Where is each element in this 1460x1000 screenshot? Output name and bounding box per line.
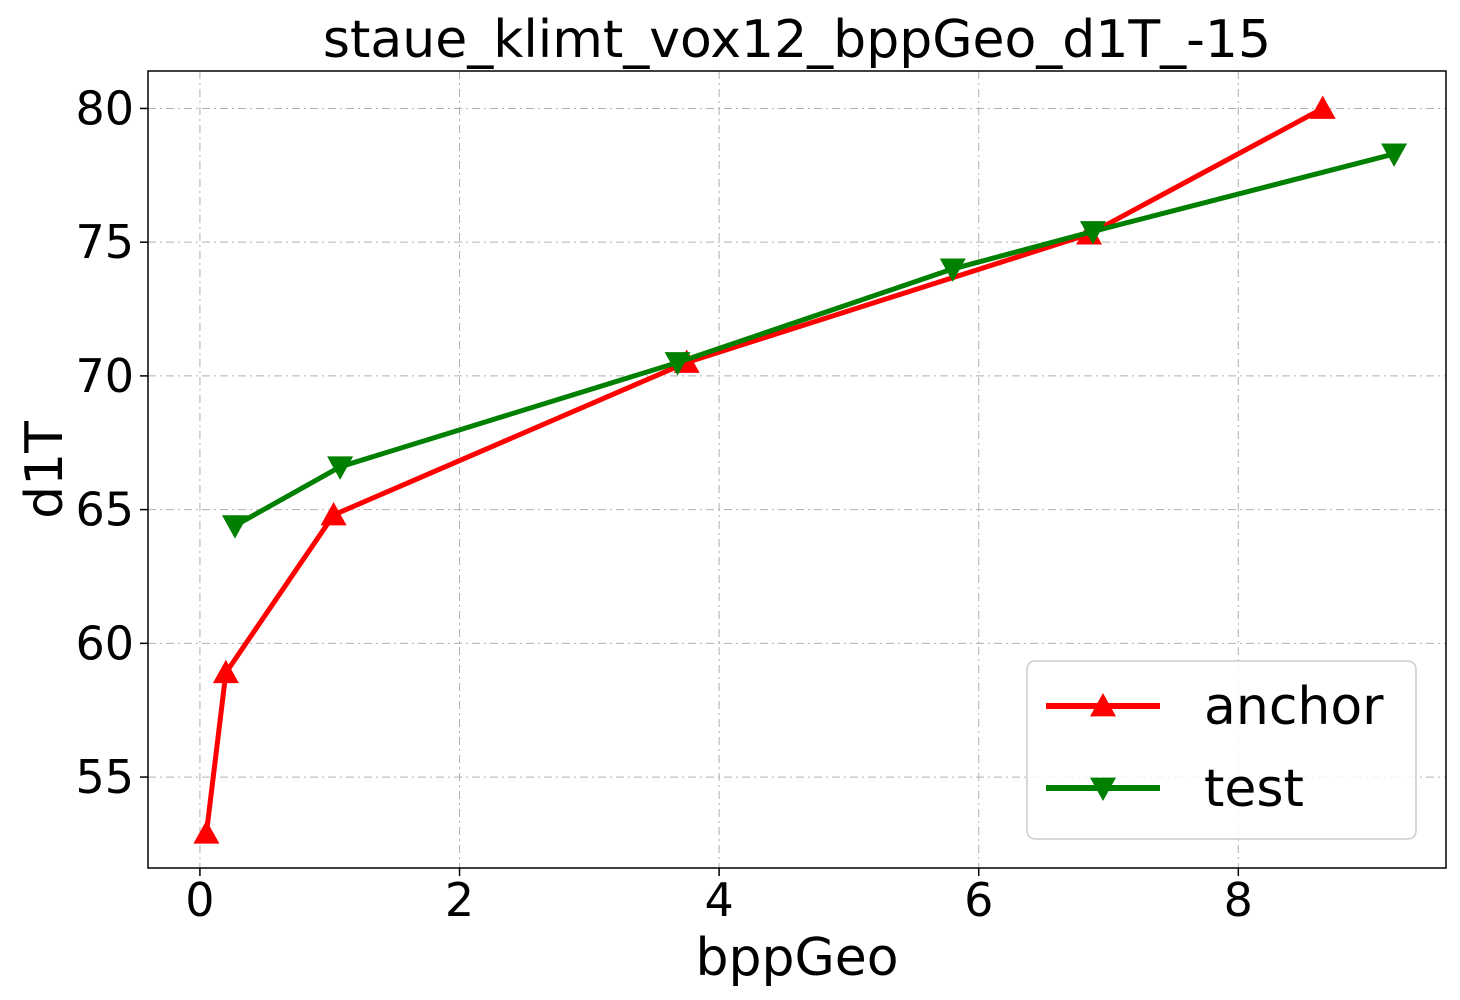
y-tick-label-1: 60 — [75, 616, 134, 670]
data-point-test-2 — [664, 352, 691, 376]
y-tick-label-2: 65 — [75, 483, 134, 537]
data-point-anchor-1 — [212, 659, 239, 684]
legend-label-anchor: anchor — [1204, 677, 1384, 737]
y-tick-label-4: 75 — [75, 215, 134, 269]
y-tick-label-5: 80 — [75, 81, 134, 135]
legend-marker-anchor — [1090, 693, 1116, 717]
data-point-test-1 — [327, 456, 354, 480]
data-point-test-0 — [221, 515, 248, 539]
legend-marker-test — [1090, 777, 1116, 801]
x-tick-label-4: 8 — [1224, 873, 1253, 927]
legend: anchor test — [1026, 660, 1417, 840]
axis-ticks: 0 2 4 6 8 55 60 65 70 75 80 — [75, 81, 1253, 927]
data-point-anchor-2 — [320, 501, 347, 526]
data-point-anchor-5 — [1309, 95, 1336, 119]
x-tick-label-1: 2 — [445, 873, 474, 927]
data-point-test-3 — [939, 258, 966, 282]
chart-title: staue_klimt_vox12_bppGeo_d1T_-15 — [323, 10, 1271, 70]
legend-label-test: test — [1204, 759, 1304, 819]
y-tick-label-3: 70 — [75, 349, 134, 403]
x-tick-label-0: 0 — [185, 873, 214, 927]
y-axis-label: d1T — [15, 421, 75, 519]
data-point-anchor-0 — [193, 820, 220, 844]
x-axis-label: bppGeo — [695, 928, 898, 988]
plot-frame — [147, 70, 1447, 869]
x-tick-label-3: 6 — [964, 873, 993, 927]
series-layer — [193, 95, 1408, 844]
x-tick-label-2: 4 — [704, 873, 733, 927]
y-tick-label-0: 55 — [75, 750, 134, 804]
data-point-test-5 — [1381, 143, 1408, 167]
series-line-anchor — [203, 106, 1324, 834]
series-line-test — [233, 151, 1395, 528]
data-point-test-4 — [1079, 221, 1106, 245]
